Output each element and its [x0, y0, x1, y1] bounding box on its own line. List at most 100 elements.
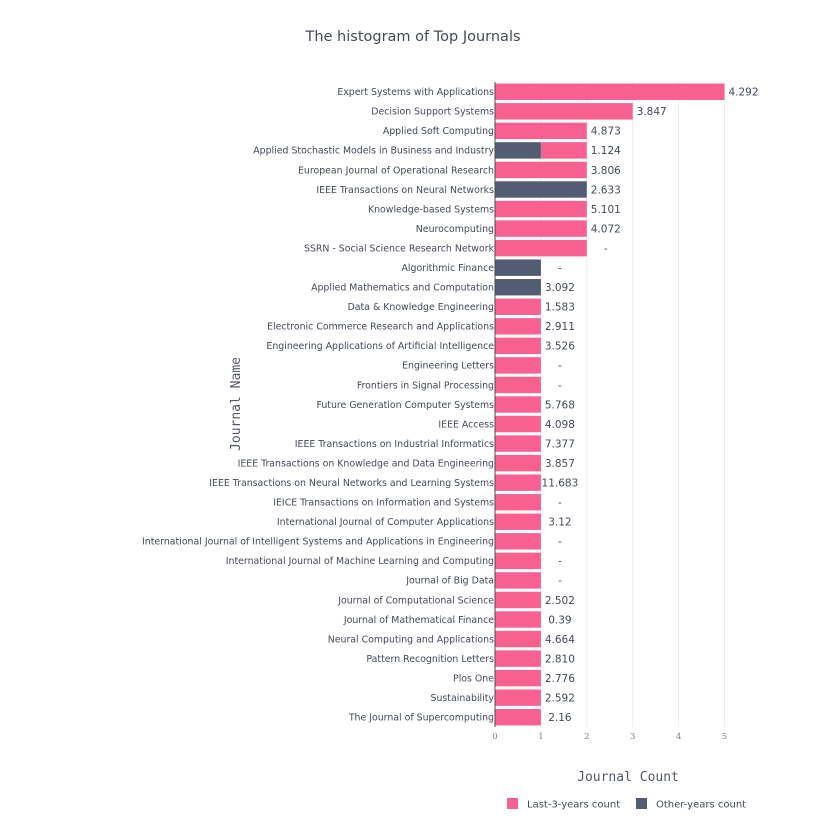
- value-annotation: -: [558, 556, 562, 568]
- category-label: IEEE Transactions on Knowledge and Data …: [238, 458, 494, 469]
- value-annotation: 4.292: [728, 87, 758, 99]
- value-annotation: 2.911: [545, 321, 575, 333]
- legend-label: Other-years count: [656, 800, 746, 811]
- category-label: Electronic Commerce Research and Applica…: [267, 322, 494, 333]
- x-tick-label: 2: [584, 732, 589, 742]
- x-tick-labels: 0 1 2 3 4 5: [492, 732, 727, 742]
- bar-other-years: [495, 259, 541, 276]
- x-tick-label: 5: [722, 732, 727, 742]
- bar-last-3-years: [495, 454, 541, 472]
- category-label: Expert Systems with Applications: [337, 87, 494, 98]
- bar-last-3-years: [495, 709, 541, 726]
- bar-last-3-years: [495, 376, 541, 394]
- bars: [495, 83, 725, 726]
- bar-last-3-years: [495, 239, 587, 257]
- category-label: Knowledge-based Systems: [368, 204, 494, 215]
- value-annotation: 2.16: [548, 712, 572, 724]
- category-label: Neurocomputing: [416, 224, 494, 235]
- bar-last-3-years: [495, 415, 541, 433]
- category-label: Data & Knowledge Engineering: [348, 302, 494, 313]
- category-label: Journal of Mathematical Finance: [343, 615, 494, 626]
- legend-swatch: [507, 798, 518, 809]
- bar-last-3-years: [495, 494, 541, 511]
- value-annotation: -: [558, 360, 562, 372]
- category-label: International Journal of Computer Applic…: [277, 517, 494, 528]
- bar-last-3-years: [495, 513, 541, 530]
- value-annotation: 2.592: [545, 692, 575, 704]
- value-annotation: 11.683: [542, 477, 579, 489]
- bar-last-3-years: [495, 435, 541, 452]
- x-tick-label: 1: [538, 732, 543, 742]
- bar-last-3-years: [495, 474, 541, 491]
- bar-last-3-years: [495, 591, 541, 609]
- category-label: Plos One: [453, 673, 494, 684]
- legend: Last-3-years count Other-years count: [507, 798, 746, 811]
- bar-last-3-years: [495, 611, 541, 628]
- bar-last-3-years: [495, 161, 587, 179]
- bar-last-3-years: [495, 337, 541, 355]
- category-labels: Expert Systems with Applications Decision…: [142, 87, 495, 723]
- category-label: Algorithmic Finance: [401, 263, 494, 274]
- value-annotation: -: [558, 497, 562, 509]
- category-label: Applied Mathematics and Computation: [311, 283, 494, 294]
- value-annotation: 2.633: [591, 184, 621, 196]
- chart-title: The histogram of Top Journals: [304, 29, 520, 45]
- value-annotation: -: [558, 536, 562, 548]
- value-annotation: 3.092: [545, 282, 575, 294]
- value-annotation: 3.12: [548, 517, 571, 529]
- value-annotation: 0.39: [548, 614, 571, 626]
- category-label: Decision Support Systems: [371, 107, 494, 118]
- value-annotation: 1.124: [591, 145, 621, 157]
- category-label: Neural Computing and Applications: [328, 634, 494, 645]
- value-annotation: 2.810: [545, 653, 575, 665]
- bar-last-3-years: [495, 220, 587, 237]
- legend-swatch: [636, 798, 647, 809]
- bar-last-3-years: [495, 122, 587, 140]
- value-annotation: 3.847: [637, 106, 667, 118]
- category-label: International Journal of Intelligent Sys…: [142, 537, 494, 548]
- category-label: IEEE Transactions on Neural Networks: [316, 185, 494, 196]
- value-annotation: 3.526: [545, 341, 575, 353]
- value-annotation: 3.857: [545, 458, 575, 470]
- value-annotation: 4.072: [591, 223, 621, 235]
- bar-last-3-years: [495, 396, 541, 413]
- bar-last-3-years: [495, 572, 541, 589]
- category-label: IEICE Transactions on Information and Sy…: [273, 498, 494, 509]
- category-label: IEEE Transactions on Industrial Informat…: [295, 439, 494, 450]
- x-tick-label: 4: [676, 732, 681, 742]
- bar-last-3-years: [495, 200, 587, 218]
- bar-last-3-years: [495, 552, 541, 570]
- category-label: Pattern Recognition Letters: [366, 654, 494, 665]
- category-label: IEEE Access: [438, 419, 494, 430]
- bar-last-3-years: [495, 318, 541, 335]
- value-annotation: 2.776: [545, 673, 575, 685]
- value-annotation: -: [604, 243, 608, 255]
- bar-last-3-years: [495, 630, 541, 648]
- bar-last-3-years: [495, 689, 541, 706]
- category-label: The Journal of Supercomputing: [348, 713, 494, 724]
- value-annotation: 3.806: [591, 165, 621, 177]
- value-annotations: 4.292 3.847 4.873 1.124 3.806 2.633 5.101 4.072…: [542, 87, 759, 724]
- value-annotation: -: [558, 262, 562, 274]
- value-annotation: 4.098: [545, 419, 575, 431]
- bar-last-3-years: [495, 357, 541, 374]
- category-label: Engineering Applications of Artificial I…: [266, 341, 494, 352]
- y-axis-title: Journal Name: [229, 357, 244, 451]
- bar-other-years: [495, 142, 541, 159]
- bar-last-3-years: [495, 83, 725, 100]
- value-annotation: 5.101: [591, 204, 621, 216]
- category-label: Applied Soft Computing: [383, 126, 494, 137]
- value-annotation: 4.873: [591, 126, 621, 138]
- bar-last-3-years: [495, 650, 541, 667]
- value-annotation: -: [558, 380, 562, 392]
- bar-last-3-years: [495, 669, 541, 687]
- category-label: Future Generation Computer Systems: [316, 400, 494, 411]
- legend-label: Last-3-years count: [527, 800, 620, 811]
- category-label: Engineering Letters: [402, 361, 494, 372]
- bar-last-3-years: [495, 533, 541, 550]
- value-annotation: 2.502: [545, 595, 575, 607]
- value-annotation: 5.768: [545, 399, 575, 411]
- bar-last-3-years: [495, 103, 633, 120]
- category-label: Frontiers in Signal Processing: [357, 380, 494, 391]
